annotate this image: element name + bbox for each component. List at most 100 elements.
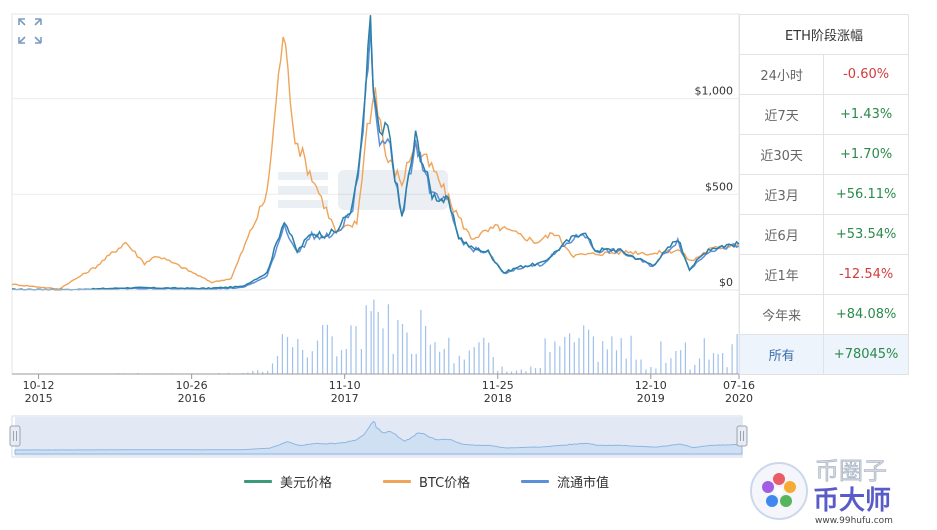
series-line-0 xyxy=(12,15,740,291)
volume-bar xyxy=(468,350,470,374)
volume-bar xyxy=(554,341,556,374)
volume-bar xyxy=(675,351,677,374)
navigator-handle-left[interactable] xyxy=(9,425,21,447)
perf-row[interactable]: 近6月 +53.54% xyxy=(738,214,909,255)
volume-bar xyxy=(530,366,532,374)
volume-bar xyxy=(257,370,259,374)
perf-row[interactable]: 24小时 -0.60% xyxy=(738,54,909,95)
volume-bar xyxy=(365,305,367,374)
volume-bar xyxy=(392,353,394,374)
volume-bar xyxy=(549,351,551,374)
volume-bar xyxy=(635,359,637,374)
legend-label-usd: 美元价格 xyxy=(280,476,333,491)
y-axis-labels: $0 $500 $1,000 xyxy=(695,85,734,289)
volume-bar xyxy=(731,344,733,374)
perf-row[interactable]: 近30天 +1.70% xyxy=(738,134,909,175)
volume-bar xyxy=(492,357,494,374)
legend-swatch-btc xyxy=(383,480,411,483)
perf-row[interactable]: 近1年 -12.54% xyxy=(738,254,909,295)
volume-bar xyxy=(488,342,490,374)
volume-bar xyxy=(655,368,657,374)
volume-bar xyxy=(684,342,686,374)
perf-label[interactable]: 近3月 xyxy=(738,174,825,215)
volume-bar xyxy=(286,337,289,374)
perf-label[interactable]: 近6月 xyxy=(738,214,825,255)
volume-bar xyxy=(292,347,294,374)
x-tick-label: 11-25 xyxy=(482,379,514,392)
series-lines xyxy=(11,15,740,291)
volume-bar xyxy=(478,342,480,374)
volume-bar xyxy=(640,359,642,374)
chart-legend: 美元价格 BTC价格 流通市值 xyxy=(0,472,937,492)
x-tick-year: 2016 xyxy=(178,392,206,405)
chart-frame xyxy=(11,13,740,291)
perf-value: -12.54% xyxy=(823,254,909,295)
volume-bar xyxy=(680,350,682,374)
volume-bar xyxy=(420,309,422,374)
volume-bar xyxy=(350,325,352,374)
plot-watermark xyxy=(278,170,448,210)
fullscreen-icon[interactable] xyxy=(18,18,42,44)
volume-bar xyxy=(717,354,719,374)
perf-label[interactable]: 近30天 xyxy=(738,134,825,175)
perf-value: +56.11% xyxy=(823,174,909,215)
x-tick-year: 2017 xyxy=(331,392,359,405)
volume-bar xyxy=(401,324,404,374)
volume-bar xyxy=(439,351,441,374)
volume-bar xyxy=(602,341,604,374)
volume-bar xyxy=(694,364,696,374)
volume-bar xyxy=(473,347,475,374)
series-line-1 xyxy=(11,36,740,290)
legend-item-usd[interactable]: 美元价格 xyxy=(244,472,332,491)
volume-bar xyxy=(297,339,299,374)
volume-bar xyxy=(515,370,518,374)
volume-bar xyxy=(606,349,608,374)
volume-bar xyxy=(620,338,622,374)
perf-label[interactable]: 近1年 xyxy=(738,254,825,295)
x-tick-label: 12-10 xyxy=(635,379,667,392)
watermark-url: www.99hufu.com xyxy=(815,516,893,526)
volume-bar xyxy=(345,349,347,374)
volume-frame xyxy=(11,289,740,375)
volume-bar xyxy=(722,353,724,374)
volume-bar xyxy=(443,348,445,374)
perf-label[interactable]: 24小时 xyxy=(738,54,825,95)
volume-bar xyxy=(592,336,594,374)
volume-bar xyxy=(597,361,599,374)
perf-row[interactable]: 近3月 +56.11% xyxy=(738,174,909,215)
x-tick-label: 10-26 xyxy=(176,379,208,392)
volume-bar xyxy=(520,369,522,374)
volume-bar xyxy=(501,366,503,374)
volume-bar xyxy=(726,367,728,374)
perf-row[interactable]: 今年来 +84.08% xyxy=(738,294,909,335)
perf-row[interactable]: 近7天 +1.43% xyxy=(738,94,909,135)
volume-bar xyxy=(397,320,399,374)
perf-label[interactable]: 近7天 xyxy=(738,94,825,135)
perf-value: +53.54% xyxy=(823,214,909,255)
x-tick-label: 11-10 xyxy=(329,379,361,392)
volume-bar xyxy=(463,359,465,374)
navigator-handle-right[interactable] xyxy=(736,425,748,447)
legend-item-btc[interactable]: BTC价格 xyxy=(383,472,470,491)
volume-bar xyxy=(573,342,575,374)
volume-bar xyxy=(326,324,328,374)
volume-bar xyxy=(588,329,590,374)
series-line-2 xyxy=(11,28,740,291)
perf-label[interactable]: 今年来 xyxy=(738,294,825,335)
perf-value: +1.43% xyxy=(823,94,909,135)
perf-label[interactable]: 所有 xyxy=(738,334,825,375)
volume-bars xyxy=(16,299,738,374)
volume-bar xyxy=(377,311,379,374)
performance-table: ETH阶段涨幅 24小时 -0.60% 近7天 +1.43% 近30天 +1.70% 近3月… xyxy=(738,14,909,375)
volume-bar xyxy=(415,353,417,374)
y-tick-label: $0 xyxy=(719,276,733,289)
legend-item-mcap[interactable]: 流通市值 xyxy=(521,472,609,491)
volume-bar xyxy=(506,371,508,374)
volume-bar xyxy=(411,353,413,374)
volume-bar xyxy=(267,371,269,374)
volume-bar xyxy=(316,340,319,374)
legend-label-mcap: 流通市值 xyxy=(557,476,610,491)
perf-row[interactable]: 所有 +78045% xyxy=(738,334,909,375)
